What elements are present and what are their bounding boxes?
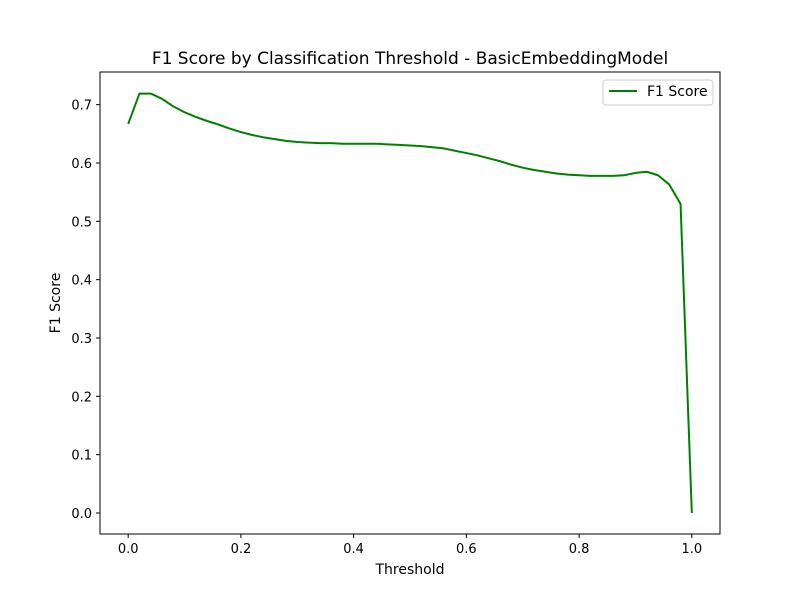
x-tick-label: 0.6 [456,542,477,557]
y-axis-label: F1 Score [48,273,64,334]
x-axis-label: Threshold [375,562,445,578]
y-tick-label: 0.2 [71,390,92,405]
plot-frame [99,71,721,535]
x-axis: 0.0 0.2 0.4 0.6 0.8 1.0 [118,534,702,557]
y-tick-label: 0.4 [71,274,92,289]
y-tick-label: 0.0 [71,507,92,522]
x-tick-label: 0.2 [231,542,252,557]
series-line-f1-score [127,92,693,514]
y-tick-label: 0.7 [71,99,92,114]
series-layer [127,92,693,514]
y-tick-label: 0.6 [71,157,92,172]
legend-label: F1 Score [647,84,708,100]
y-tick-label: 0.5 [71,215,92,230]
legend: F1 Score [602,79,714,106]
x-tick-label: 0.0 [118,542,139,557]
legend-box [602,79,714,106]
x-tick-label: 0.4 [343,542,364,557]
x-tick-label: 0.8 [569,542,590,557]
x-tick-label: 1.0 [681,542,702,557]
plot-area: 0.0 0.2 0.4 0.6 0.8 1.0 0.0 0.1 0.2 0.3 0.4 0.5 0.6… [71,71,721,557]
y-tick-label: 0.3 [71,332,92,347]
chart-title: F1 Score by Classification Threshold - B… [152,49,668,69]
y-tick-label: 0.1 [71,449,92,464]
y-axis: 0.0 0.1 0.2 0.3 0.4 0.5 0.6 0.7 [71,99,100,522]
